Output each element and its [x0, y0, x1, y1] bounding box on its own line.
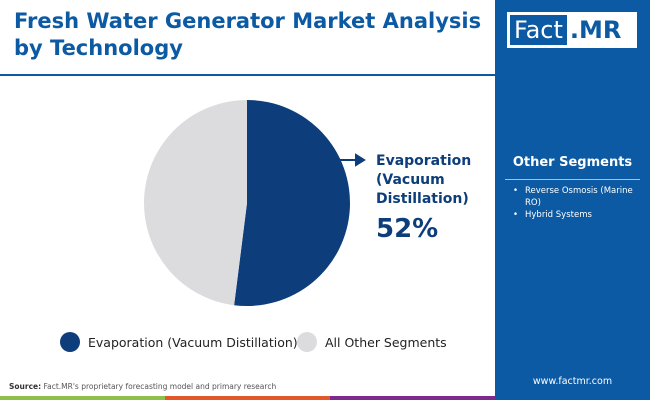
website-link[interactable]: www.factmr.com — [532, 376, 613, 387]
list-item: Hybrid Systems — [505, 209, 645, 221]
other-segments-heading: Other Segments — [512, 155, 633, 170]
page-title: Fresh Water Generator Market Analysis by… — [14, 9, 482, 60]
legend-item: All Other Segments — [297, 332, 447, 352]
callout-label: Evaporation (Vacuum Distillation) — [376, 153, 472, 207]
accent-bar — [330, 396, 495, 400]
source-text: Fact.MR's proprietary forecasting model … — [41, 382, 277, 391]
callout-value: 52% — [376, 214, 439, 244]
list-item: Reverse Osmosis (Marine RO) — [505, 185, 645, 209]
divider — [0, 74, 495, 76]
source-note: Source: Fact.MR's proprietary forecastin… — [9, 382, 276, 391]
pie-chart — [143, 100, 366, 306]
source-label: Source: — [9, 382, 42, 391]
legend-label: All Other Segments — [325, 334, 447, 350]
logo-part2: .MR — [569, 16, 622, 44]
logo-part1: Fact — [510, 15, 567, 45]
divider — [505, 179, 640, 180]
legend-label: Evaporation (Vacuum Distillation) — [88, 334, 298, 350]
accent-bar — [0, 396, 165, 400]
factmr-logo: Fact .MR — [507, 12, 637, 48]
legend-swatch — [60, 332, 80, 352]
pie-slice-0 — [234, 100, 350, 306]
other-segments-list: Reverse Osmosis (Marine RO) Hybrid Syste… — [505, 185, 645, 221]
legend-item: Evaporation (Vacuum Distillation) — [60, 332, 298, 352]
callout-arrow — [338, 153, 366, 167]
legend-swatch — [297, 332, 317, 352]
accent-bar — [165, 396, 330, 400]
pie-slice-1 — [143, 100, 247, 306]
